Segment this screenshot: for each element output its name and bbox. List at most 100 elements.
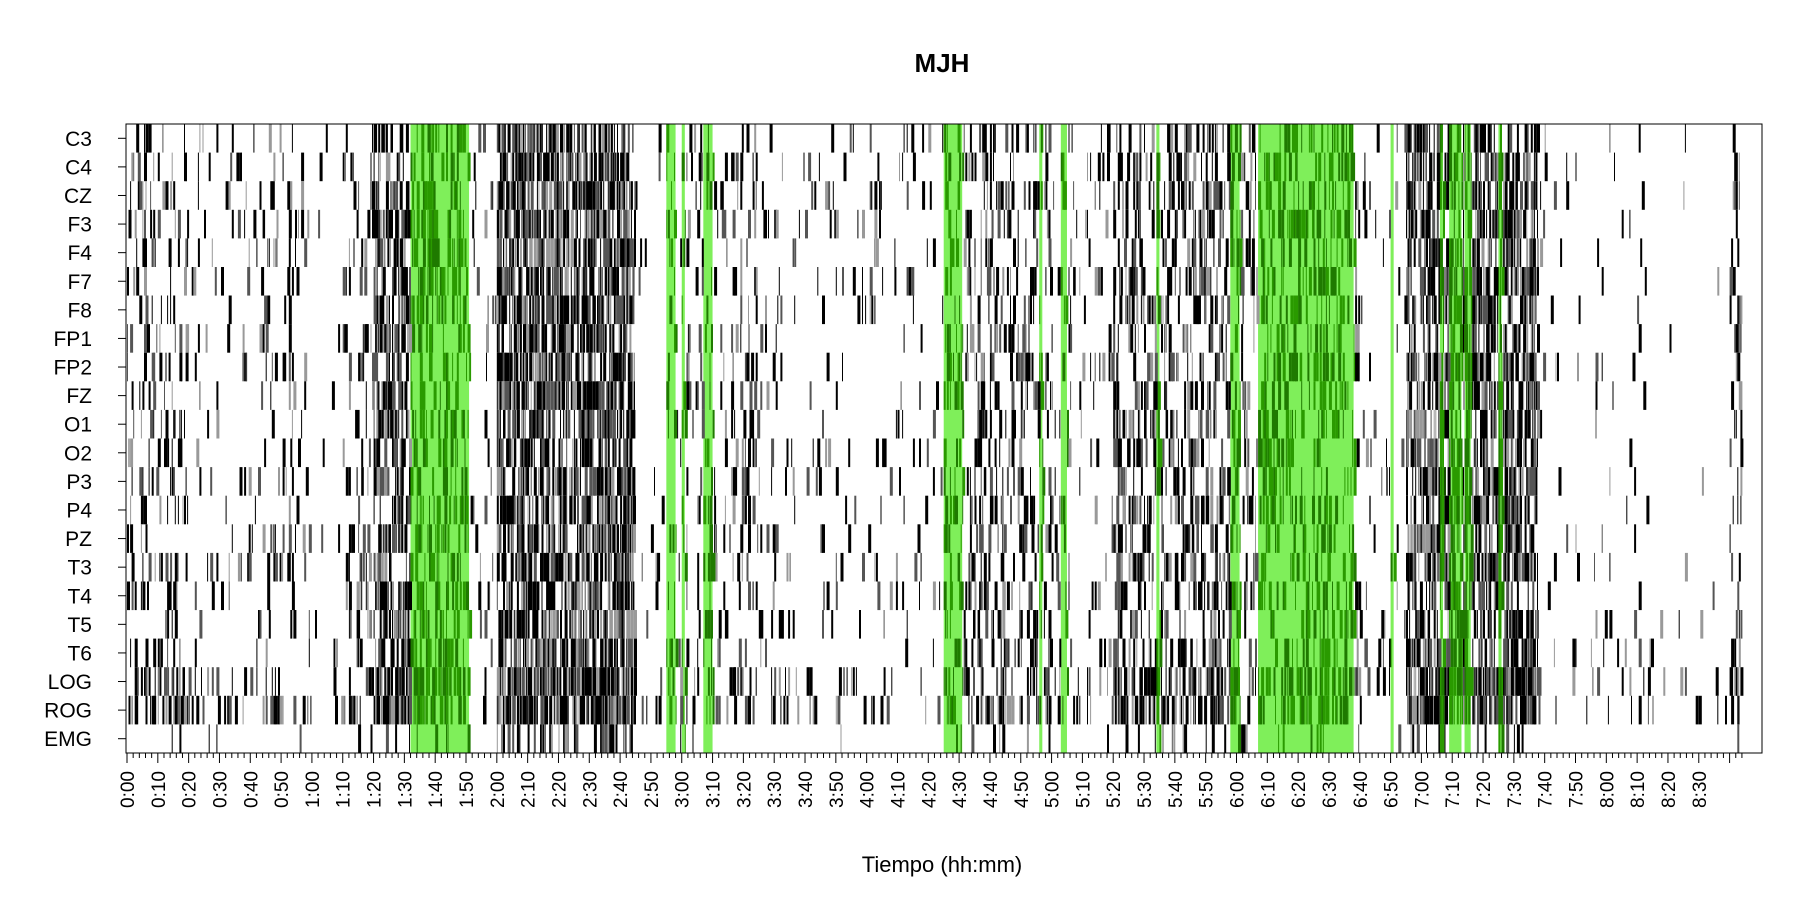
activity-mark: [1259, 438, 1263, 468]
activity-mark: [436, 552, 438, 582]
activity-mark: [171, 152, 173, 182]
activity-mark: [989, 495, 992, 525]
activity-mark: [1509, 467, 1513, 496]
activity-mark: [1483, 467, 1486, 496]
activity-mark: [577, 381, 580, 410]
activity-mark: [895, 409, 897, 439]
activity-mark: [1026, 352, 1029, 382]
activity-mark: [669, 295, 673, 325]
activity-mark: [1250, 152, 1253, 182]
activity-mark: [262, 324, 265, 353]
activity-mark: [1638, 581, 1642, 611]
activity-mark: [613, 295, 617, 325]
activity-mark: [607, 124, 610, 153]
activity-mark: [142, 581, 146, 611]
activity-mark: [543, 209, 546, 239]
activity-mark: [1147, 352, 1150, 382]
activity-mark: [1555, 352, 1557, 382]
activity-mark: [618, 581, 620, 611]
activity-mark: [1338, 409, 1340, 439]
activity-mark: [1407, 267, 1410, 296]
activity-mark: [852, 267, 856, 296]
activity-mark: [1045, 381, 1047, 410]
activity-mark: [455, 267, 458, 296]
activity-mark: [373, 495, 375, 525]
activity-mark: [1427, 438, 1429, 468]
activity-mark: [1520, 209, 1522, 239]
activity-mark: [153, 381, 157, 410]
activity-mark: [133, 152, 135, 182]
activity-mark: [989, 238, 993, 267]
activity-mark: [1438, 238, 1441, 267]
activity-mark: [1413, 524, 1416, 553]
activity-mark: [586, 610, 588, 639]
activity-mark: [421, 610, 425, 639]
activity-mark: [1416, 409, 1420, 439]
activity-mark: [1131, 409, 1134, 439]
activity-mark: [547, 438, 549, 468]
activity-mark: [144, 209, 146, 239]
activity-mark: [1523, 381, 1525, 410]
activity-mark: [1293, 552, 1295, 582]
activity-mark: [966, 209, 970, 239]
activity-mark: [1324, 381, 1327, 410]
activity-mark: [1526, 352, 1529, 382]
activity-mark: [994, 438, 997, 468]
activity-mark: [1256, 267, 1258, 296]
activity-mark: [1165, 610, 1169, 639]
activity-mark: [1062, 152, 1065, 182]
activity-mark: [407, 124, 409, 153]
activity-mark: [980, 238, 982, 267]
activity-mark: [1026, 610, 1030, 639]
activity-mark: [1179, 267, 1181, 296]
activity-mark: [436, 610, 438, 639]
activity-mark: [385, 181, 389, 210]
activity-mark: [165, 552, 169, 582]
activity-mark: [1151, 409, 1155, 439]
activity-mark: [345, 467, 349, 496]
activity-mark: [1198, 409, 1199, 439]
activity-mark: [510, 581, 513, 611]
activity-mark: [1265, 409, 1269, 439]
activity-mark: [1407, 581, 1410, 611]
activity-mark: [379, 295, 382, 325]
activity-mark: [1227, 524, 1229, 553]
activity-mark: [563, 495, 566, 525]
activity-mark: [342, 324, 345, 353]
activity-mark: [789, 552, 791, 582]
activity-mark: [1527, 352, 1529, 382]
activity-mark: [1520, 495, 1522, 525]
activity-mark: [1176, 352, 1178, 382]
activity-mark: [577, 324, 579, 353]
activity-mark: [1265, 152, 1269, 182]
activity-mark: [550, 124, 552, 153]
activity-mark: [629, 381, 633, 410]
activity-mark: [1156, 181, 1160, 210]
activity-mark: [529, 495, 531, 525]
activity-mark: [624, 324, 626, 353]
activity-mark: [723, 524, 726, 553]
activity-mark: [1729, 267, 1733, 296]
activity-mark: [1478, 495, 1482, 525]
activity-mark: [1480, 610, 1482, 639]
activity-mark: [1070, 381, 1072, 410]
activity-mark: [1162, 238, 1165, 267]
activity-mark: [1609, 610, 1613, 639]
activity-mark: [503, 495, 506, 525]
activity-mark: [1128, 552, 1131, 582]
activity-mark: [1080, 409, 1082, 439]
activity-mark: [943, 581, 947, 611]
activity-mark: [134, 209, 137, 239]
activity-mark: [1238, 409, 1241, 439]
activity-mark: [151, 467, 154, 496]
activity-mark: [575, 295, 578, 325]
activity-mark: [1093, 381, 1095, 410]
activity-mark: [601, 295, 604, 325]
activity-mark: [1347, 209, 1350, 239]
activity-mark: [1168, 352, 1171, 382]
activity-mark: [1222, 295, 1224, 325]
activity-mark: [1196, 381, 1198, 410]
activity-mark: [197, 181, 199, 210]
activity-mark: [504, 352, 507, 382]
activity-mark: [1406, 409, 1407, 439]
